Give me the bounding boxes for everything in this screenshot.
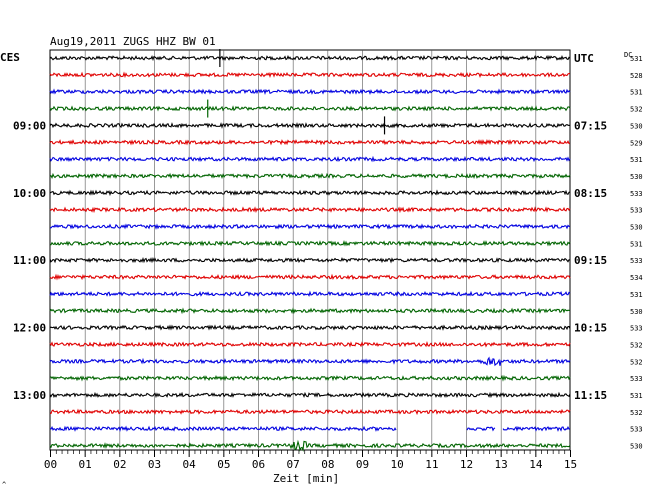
seismic-trace xyxy=(49,374,571,382)
dc-value: 529 xyxy=(630,139,643,147)
seismic-trace xyxy=(49,439,571,453)
right-time-label: 08:15 xyxy=(574,187,607,200)
left-time-label: 10:00 xyxy=(13,187,46,200)
dc-value: 533 xyxy=(630,325,643,333)
seismic-trace xyxy=(49,155,571,163)
seismic-trace xyxy=(49,223,571,230)
seismic-trace xyxy=(49,307,571,315)
right-time-label: 11:15 xyxy=(574,389,607,402)
x-tick-label: 02 xyxy=(113,458,126,471)
x-tick-label: 05 xyxy=(217,458,230,471)
x-tick-label: 14 xyxy=(529,458,543,471)
dc-value: 530 xyxy=(630,443,643,451)
seismic-trace xyxy=(49,290,571,298)
dc-value: 533 xyxy=(630,257,643,265)
x-tick-label: 12 xyxy=(460,458,473,471)
dc-value: 530 xyxy=(630,224,643,232)
seismic-trace xyxy=(49,88,571,96)
plot-frame xyxy=(49,49,571,451)
seismic-trace xyxy=(49,172,571,180)
x-tick-label: 01 xyxy=(79,458,92,471)
x-tick-label: 09 xyxy=(356,458,369,471)
x-axis-label: Zeit [min] xyxy=(273,472,339,485)
x-tick-label: 13 xyxy=(495,458,508,471)
right-time-label: 09:15 xyxy=(574,254,607,267)
seismic-trace xyxy=(49,356,571,367)
seismic-trace xyxy=(49,256,571,264)
dc-value: 533 xyxy=(630,207,643,215)
seismic-trace xyxy=(49,71,571,79)
x-tick-label: 06 xyxy=(252,458,265,471)
left-time-label: 09:00 xyxy=(13,119,46,132)
seismic-trace xyxy=(49,189,571,197)
dc-value: 533 xyxy=(630,375,643,383)
dc-value: 532 xyxy=(630,106,643,114)
chart-title: Aug19,2011 ZUGS HHZ BW 01 xyxy=(50,35,216,48)
seismic-trace xyxy=(49,122,571,129)
seismic-trace xyxy=(49,341,571,348)
x-tick-label: 08 xyxy=(321,458,334,471)
left-time-label: 11:00 xyxy=(13,254,46,267)
dc-label: DC xyxy=(624,51,632,59)
corner-mark: ^ xyxy=(2,481,6,489)
dc-value: 531 xyxy=(630,55,643,63)
x-tick-label: 04 xyxy=(183,458,197,471)
x-tick-label: 10 xyxy=(391,458,404,471)
dc-value: 531 xyxy=(630,156,643,164)
right-time-label: 10:15 xyxy=(574,322,607,335)
seismic-trace xyxy=(49,408,571,416)
seismic-trace xyxy=(49,139,571,146)
left-time-label: 12:00 xyxy=(13,322,46,335)
dc-value: 531 xyxy=(630,240,643,248)
dc-value: 533 xyxy=(630,190,643,198)
dc-value: 532 xyxy=(630,341,643,349)
seismic-trace xyxy=(49,206,571,214)
right-time-label: UTC xyxy=(574,52,594,65)
dc-value: 532 xyxy=(630,409,643,417)
x-tick-label: 07 xyxy=(287,458,300,471)
dc-value: 531 xyxy=(630,392,643,400)
x-tick-label: 11 xyxy=(425,458,438,471)
dc-value: 531 xyxy=(630,291,643,299)
seismic-trace xyxy=(49,425,571,433)
dc-value: 530 xyxy=(630,122,643,130)
dc-value: 530 xyxy=(630,308,643,316)
dc-value: 534 xyxy=(630,274,643,282)
dc-value: 531 xyxy=(630,89,643,97)
dc-value: 533 xyxy=(630,426,643,434)
plot-area: 00 01 02 03 04 05 06 07 08 09 10 11 12 13 14 15 09:00 10:… xyxy=(13,49,643,471)
left-time-label: 13:00 xyxy=(13,389,46,402)
seismic-trace xyxy=(49,273,571,281)
x-tick-label: 03 xyxy=(148,458,161,471)
seismic-trace xyxy=(49,54,571,62)
dc-value: 532 xyxy=(630,358,643,366)
x-tick-label: 00 xyxy=(44,458,57,471)
right-time-label: 07:15 xyxy=(574,119,607,132)
seismic-trace xyxy=(49,105,571,112)
seismic-trace xyxy=(49,391,571,399)
dc-value: 530 xyxy=(630,173,643,181)
dc-value: 528 xyxy=(630,72,643,80)
seismic-trace xyxy=(49,324,571,331)
x-tick-label: 15 xyxy=(564,458,577,471)
left-axis-label: CES xyxy=(0,51,20,64)
seismic-trace xyxy=(49,239,571,247)
